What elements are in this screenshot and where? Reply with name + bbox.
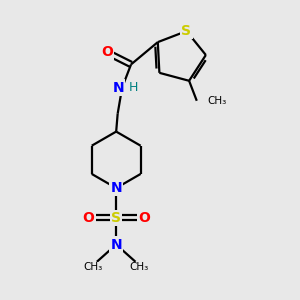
Text: CH₃: CH₃	[129, 262, 149, 272]
Text: H: H	[129, 80, 138, 94]
Text: CH₃: CH₃	[84, 262, 103, 272]
Text: O: O	[82, 211, 94, 225]
Text: N: N	[110, 238, 122, 251]
Text: S: S	[182, 23, 191, 38]
Text: N: N	[113, 81, 124, 94]
Text: CH₃: CH₃	[207, 96, 226, 106]
Text: O: O	[101, 45, 113, 58]
Text: N: N	[110, 181, 122, 195]
Text: S: S	[111, 211, 121, 225]
Text: O: O	[138, 211, 150, 225]
